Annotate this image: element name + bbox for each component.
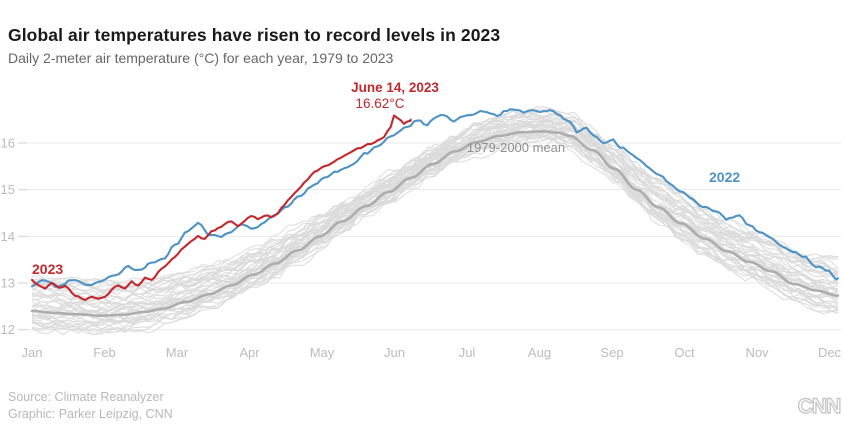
x-tick-label: Dec (818, 345, 842, 360)
x-tick-label: Feb (93, 345, 115, 360)
background-year-line (31, 117, 839, 303)
annotation-peak-date: June 14, 2023 (351, 80, 439, 95)
background-year-line (31, 111, 839, 304)
x-tick-label: Apr (239, 345, 260, 360)
x-tick-label: Jan (22, 345, 43, 360)
annotation-peak-value: 16.62°C (355, 96, 405, 111)
source-text: Source: Climate Reanalyzer (8, 390, 164, 404)
background-year-line (31, 110, 839, 294)
x-tick-label: Sep (600, 345, 623, 360)
y-tick-label: 14 (1, 229, 15, 244)
line-2022 (30, 108, 840, 288)
y-tick-label: 16 (1, 136, 15, 151)
line-1979-2000-mean (30, 130, 840, 317)
x-tick-label: Mar (166, 345, 189, 360)
chart-canvas: 12 13 14 15 16 Jan Feb Mar Apr May Jun Jul Aug Sep Oct… (1, 106, 842, 360)
background-year-line (31, 121, 839, 306)
background-year-line (31, 111, 839, 294)
x-tick-label: May (310, 345, 335, 360)
line-2023 (30, 114, 412, 302)
page-subtitle: Daily 2-meter air temperature (°C) for e… (8, 50, 394, 66)
credit-text: Graphic: Parker Leipzig, CNN (8, 407, 173, 421)
background-year-line (31, 109, 839, 293)
cnn-logo-text: CNN (798, 395, 841, 418)
y-tick-label: 12 (1, 322, 15, 337)
x-tick-label: Jun (384, 345, 405, 360)
x-tick-label: Nov (745, 345, 769, 360)
background-year-line (31, 112, 839, 302)
series-label-2023: 2023 (32, 261, 64, 277)
annotation-mean-label: 1979-2000 mean (466, 140, 566, 155)
page-title: Global air temperatures have risen to re… (8, 25, 501, 45)
x-tick-label: Jul (459, 345, 476, 360)
cnn-logo: CNN (797, 394, 842, 418)
y-tick-label: 13 (1, 276, 15, 291)
y-tick-label: 15 (1, 182, 15, 197)
footer-credits: Source: Climate Reanalyzer Graphic: Park… (8, 389, 173, 423)
x-tick-label: Aug (528, 345, 551, 360)
background-year-line (31, 110, 839, 297)
background-year-line (31, 117, 839, 313)
series-label-2022: 2022 (709, 169, 741, 185)
x-tick-label: Oct (674, 345, 695, 360)
background-year-lines (31, 106, 839, 336)
